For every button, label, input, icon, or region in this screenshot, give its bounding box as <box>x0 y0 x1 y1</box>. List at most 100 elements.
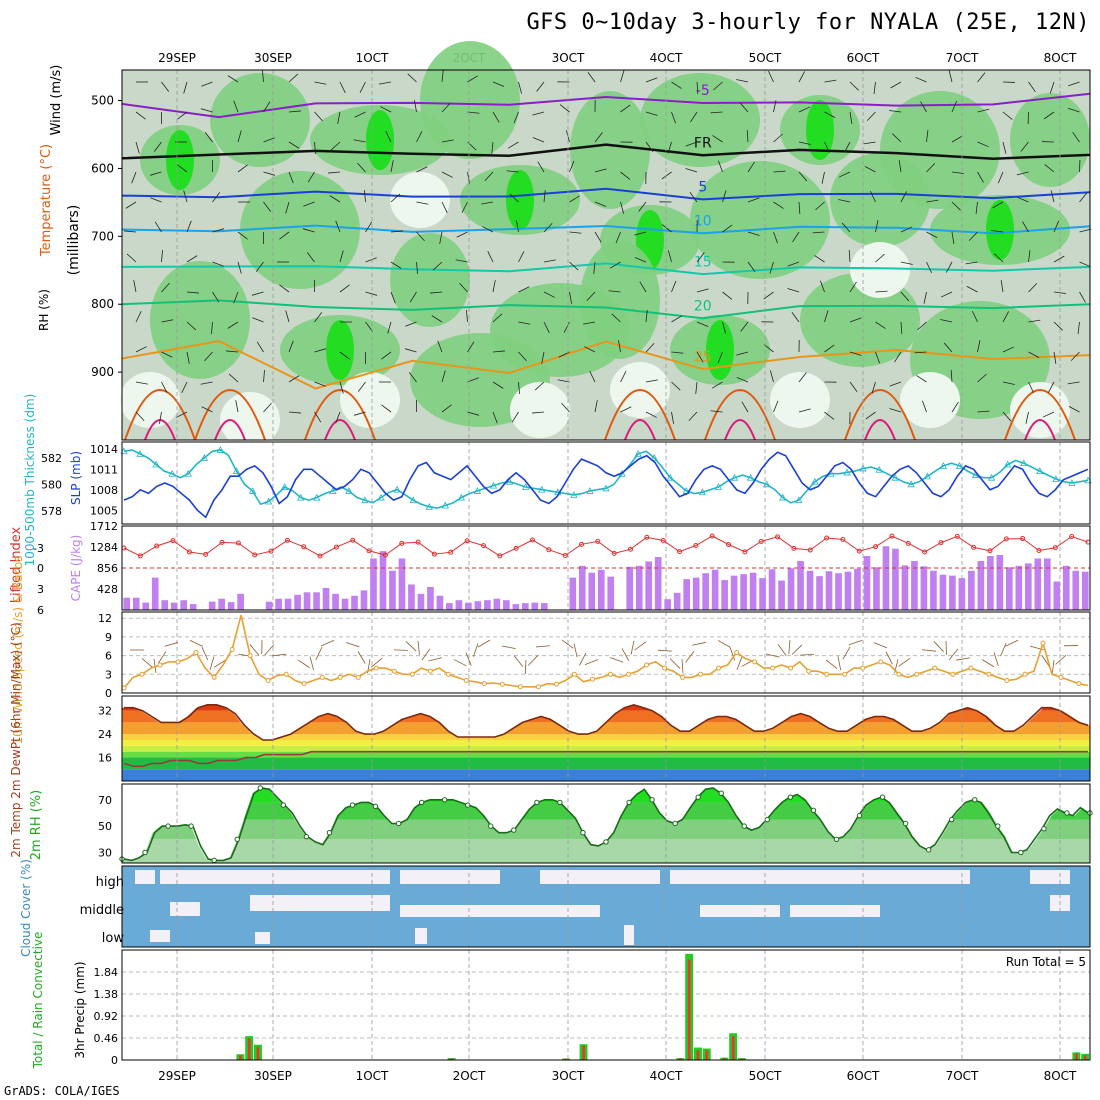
wind-barb <box>873 81 876 94</box>
wind-barb <box>1053 220 1060 233</box>
wind-barb-10m <box>873 642 888 649</box>
wind-barb <box>824 111 836 118</box>
wind-barb <box>161 282 170 293</box>
wind-barb <box>594 201 607 207</box>
wind-barb-10m <box>898 657 911 667</box>
cape-bar <box>1062 565 1070 610</box>
wind-barb <box>409 291 417 303</box>
cape-tick-label: 428 <box>97 583 118 596</box>
precip-conv-bar <box>1083 1055 1087 1060</box>
cape-bar <box>654 557 662 610</box>
thickness-line-marker <box>795 496 803 504</box>
wind-barb <box>824 79 837 83</box>
cape-bar <box>142 602 150 610</box>
wind-barb <box>1072 131 1080 143</box>
wind-barb <box>262 70 264 83</box>
wind-barb <box>518 381 520 394</box>
wind-barb <box>992 201 1004 209</box>
rh2m-marker <box>557 799 563 806</box>
cloud-row-label-high: high <box>96 875 124 890</box>
thickness-line-marker <box>586 487 594 494</box>
wind-barb <box>543 190 546 203</box>
wind-barb <box>685 141 698 147</box>
wind-barb-10m <box>1055 654 1067 665</box>
wind-barb <box>459 282 468 293</box>
wind-barb-10m <box>357 651 366 664</box>
wind-barb <box>696 252 705 263</box>
wind-barb <box>227 75 239 83</box>
temp-color-band <box>122 739 1090 746</box>
isotherm-label: 15 <box>694 254 712 270</box>
rh-humid-area <box>640 73 760 167</box>
isotherm-line <box>121 224 1091 235</box>
wind-barb <box>900 261 913 265</box>
wind-barb <box>306 252 315 263</box>
thickness-line-marker <box>441 501 450 509</box>
wind-barb <box>975 201 978 214</box>
temp-color-band <box>122 757 1090 770</box>
rh-dry-area <box>770 372 830 428</box>
axis-label-rh2m: 2m RH (%) <box>29 790 44 861</box>
wind-barb <box>589 371 596 383</box>
rh2m-marker <box>603 839 609 845</box>
rh2m-marker <box>580 830 586 836</box>
wind-barb <box>824 141 830 154</box>
temp-color-band <box>122 751 1090 758</box>
wind-barb-10m <box>297 659 310 669</box>
wind-barb <box>518 251 525 263</box>
cape-bar <box>360 590 368 610</box>
wind-barb-10m <box>201 647 209 661</box>
wind-barb <box>594 132 603 143</box>
wind-barb <box>1028 283 1038 293</box>
precip-conv-bar <box>256 1046 260 1060</box>
wind-barb <box>1022 221 1029 233</box>
wind-barb <box>405 321 417 327</box>
rh2m-marker <box>879 794 886 800</box>
wind-barb <box>390 193 401 203</box>
cape-bar <box>455 600 463 610</box>
cloud-gap <box>624 925 634 945</box>
temp-tick-label: 16 <box>98 752 112 765</box>
wind-barb <box>161 319 174 323</box>
cape-bar <box>398 558 406 610</box>
rh-humid-area <box>880 91 1000 209</box>
precip-tick-label: 0.46 <box>94 1032 119 1045</box>
wind-speed-marker <box>139 671 145 677</box>
wind-barb <box>747 231 760 236</box>
wind-barb <box>844 141 851 153</box>
cape-bar <box>503 600 510 610</box>
cloud-gap <box>170 902 200 916</box>
precip-conv-bar <box>450 1058 453 1060</box>
wind-barb <box>798 372 807 383</box>
wind-barb <box>441 102 451 113</box>
wind-speed-marker <box>193 650 199 655</box>
wind-barb <box>875 220 879 233</box>
cape-bar <box>189 604 197 610</box>
wind-barb <box>690 111 698 123</box>
wind-barb <box>841 222 851 233</box>
date-label-bottom: 8OCT <box>1044 1069 1077 1083</box>
cloud-row-label-low: low <box>102 931 125 946</box>
wind-barb <box>977 171 984 183</box>
wind-barb <box>339 381 344 394</box>
wind-barb-10m <box>1000 643 1007 657</box>
wind-barb <box>288 110 301 113</box>
wind-barb <box>815 201 825 211</box>
wind-barb-10m <box>956 657 971 661</box>
wind-barb <box>1002 111 1013 120</box>
wind-barb <box>124 230 137 233</box>
isotherm-35-arc <box>724 419 756 441</box>
isotherm-35-arc <box>214 419 246 441</box>
axis-label-millibars: (millibars) <box>66 205 82 276</box>
cape-bar <box>332 593 339 610</box>
wind-barb <box>212 192 221 203</box>
wind-barb <box>1053 321 1063 331</box>
wind-barb <box>532 411 545 414</box>
wind-barb-10m <box>428 657 443 662</box>
wind-barb <box>645 411 657 418</box>
wind-barb-10m <box>669 658 681 669</box>
wind-barb <box>200 381 213 385</box>
cape-bar <box>1006 567 1013 610</box>
wind-barb <box>946 261 953 273</box>
cape-bar <box>607 576 615 610</box>
